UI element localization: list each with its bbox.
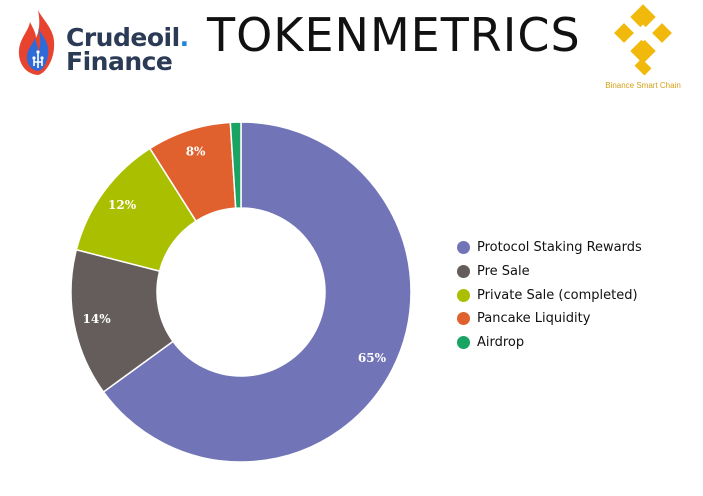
logo-word-crudeoil: Crudeoil (66, 23, 180, 52)
legend-item: Protocol Staking Rewards (457, 236, 642, 260)
legend-label: Private Sale (completed) (477, 287, 638, 303)
crudeoil-flame-logo-icon (18, 10, 55, 75)
legend-swatch (457, 241, 470, 255)
crudeoil-finance-logo: Crudeoil. Finance (14, 8, 189, 80)
legend-item: Airdrop (457, 331, 642, 355)
legend-item: Pancake Liquidity (457, 307, 642, 331)
donut-slice-protocol-staking-rewards (102, 121, 412, 463)
legend-swatch (457, 312, 470, 326)
legend-swatch (457, 336, 470, 350)
legend-label: Pancake Liquidity (477, 311, 591, 327)
logo-text-crudeoil: Crudeoil. (66, 25, 189, 50)
chart-legend: Protocol Staking Rewards Pre Sale Private … (457, 236, 642, 354)
logo-text-finance: Finance (66, 47, 173, 76)
logo-dot: . (179, 23, 190, 52)
data-label-0: 65% (358, 351, 387, 365)
page-title: TOKENMETRICS (207, 8, 581, 62)
data-label-1: 14% (83, 312, 112, 326)
binance-smart-chain-label: Binance Smart Chain (605, 81, 681, 90)
legend-label: Airdrop (477, 335, 525, 351)
donut-slice-airdrop (229, 121, 242, 209)
legend-label: Protocol Staking Rewards (477, 240, 642, 256)
data-label-3: 8% (186, 145, 206, 159)
legend-item: Private Sale (completed) (457, 283, 642, 307)
tokenomics-donut-chart: 65% 14% 12% 8% (70, 121, 412, 463)
data-label-2: 12% (108, 198, 137, 212)
legend-swatch (457, 265, 470, 279)
legend-label: Pre Sale (477, 264, 530, 280)
legend-item: Pre Sale (457, 260, 642, 284)
legend-swatch (457, 288, 470, 302)
binance-logo-icon (614, 4, 672, 76)
binance-smart-chain-logo: Binance Smart Chain (598, 4, 688, 92)
